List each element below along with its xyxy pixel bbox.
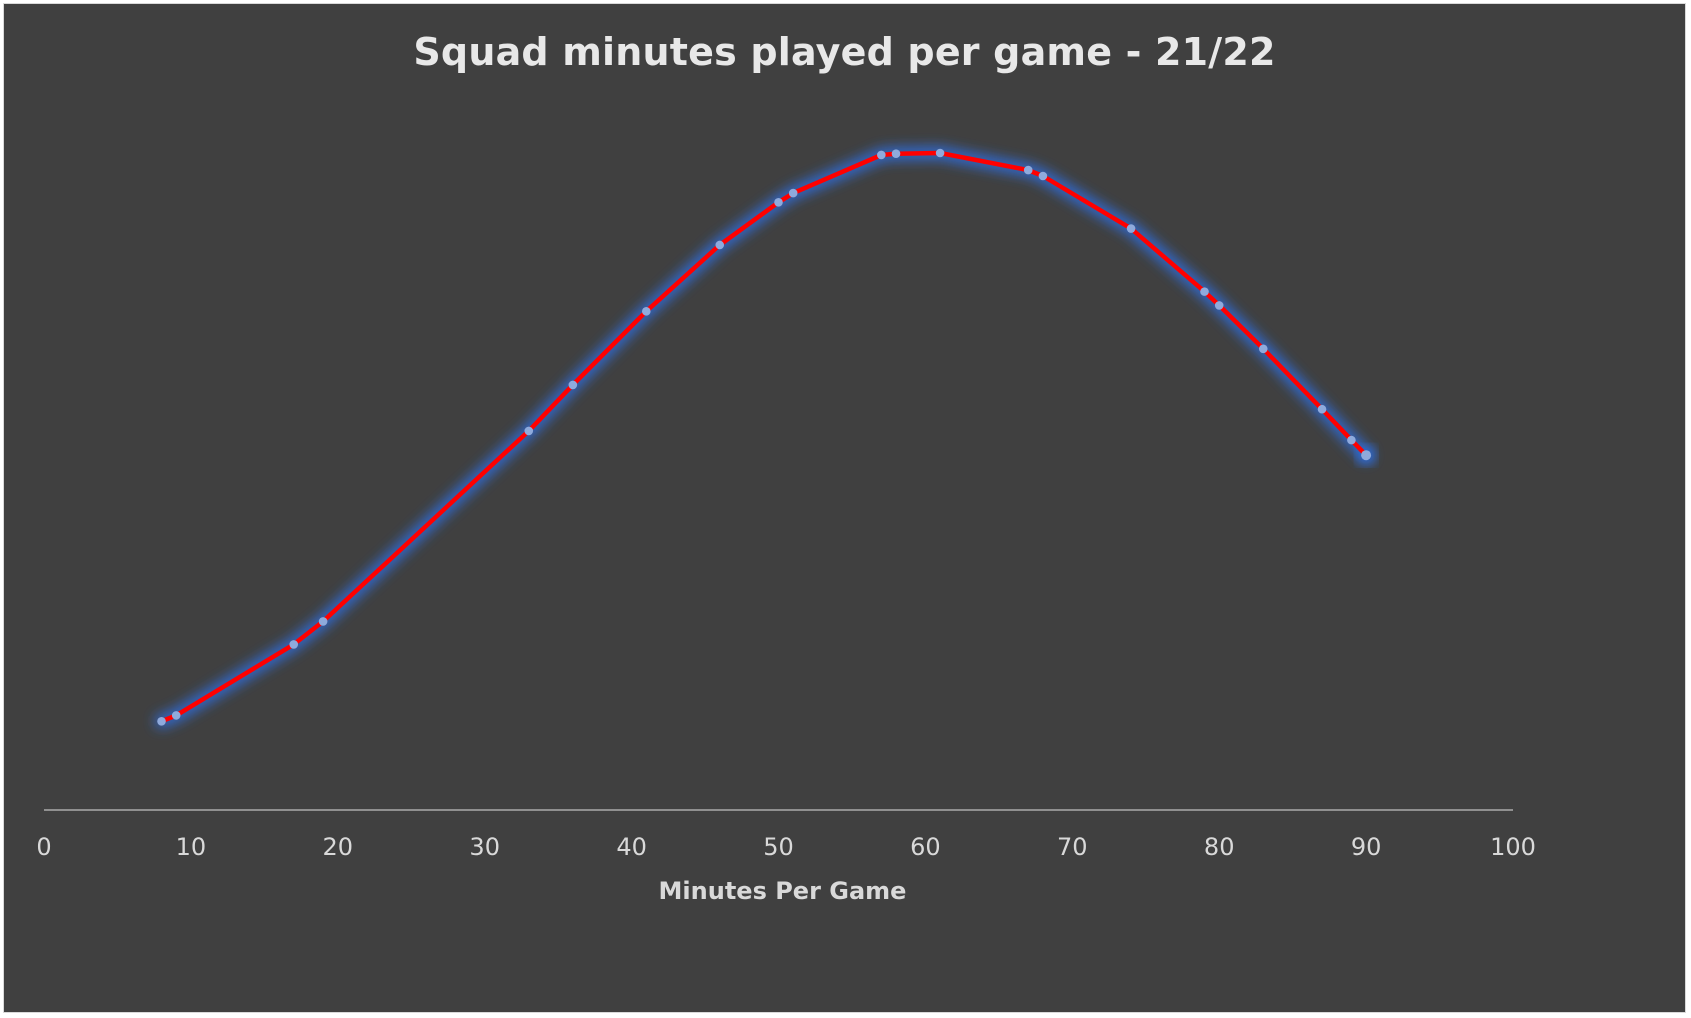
- data-point: [1214, 301, 1224, 310]
- data-point: [568, 380, 578, 390]
- series-line-glow: [154, 146, 1374, 729]
- data-point: [715, 240, 725, 250]
- x-tick-label: 70: [1057, 833, 1088, 861]
- data-point: [171, 711, 181, 720]
- data-point: [1038, 171, 1048, 181]
- data-point: [1200, 287, 1209, 296]
- chart-plot: 0 10 20 30 40 50 60 70 80 90 100 Minutes Per Game: [36, 146, 1536, 905]
- data-point: [1126, 224, 1136, 233]
- x-tick-label: 100: [1490, 833, 1536, 861]
- data-point: [289, 640, 299, 649]
- data-point: [1361, 450, 1372, 461]
- x-tick-label: 0: [36, 833, 51, 861]
- x-tick-label: 20: [323, 833, 354, 861]
- data-point: [1258, 344, 1268, 354]
- data-point: [877, 150, 886, 160]
- x-tick-label: 50: [763, 833, 794, 861]
- x-tick-label: 40: [616, 833, 647, 861]
- x-tick-label: 90: [1351, 833, 1382, 861]
- chart-frame: Squad minutes played per game - 21/22 0 1…: [3, 3, 1686, 1013]
- data-point: [788, 188, 798, 198]
- data-point: [1317, 404, 1327, 414]
- data-point: [318, 617, 328, 626]
- x-tick-label: 10: [176, 833, 207, 861]
- data-point: [1023, 165, 1033, 175]
- data-point: [891, 149, 901, 158]
- data-point: [774, 197, 783, 207]
- x-tick-label: 30: [469, 833, 500, 861]
- data-point: [935, 148, 945, 158]
- data-point: [157, 717, 166, 726]
- x-axis-title: Minutes Per Game: [659, 877, 907, 905]
- series-line: [159, 150, 1369, 724]
- chart-title: Squad minutes played per game - 21/22: [413, 30, 1276, 74]
- data-point: [1347, 435, 1356, 445]
- x-tick-label: 80: [1204, 833, 1235, 861]
- data-point: [524, 426, 534, 436]
- data-point: [641, 307, 651, 316]
- x-tick-label: 60: [910, 833, 941, 861]
